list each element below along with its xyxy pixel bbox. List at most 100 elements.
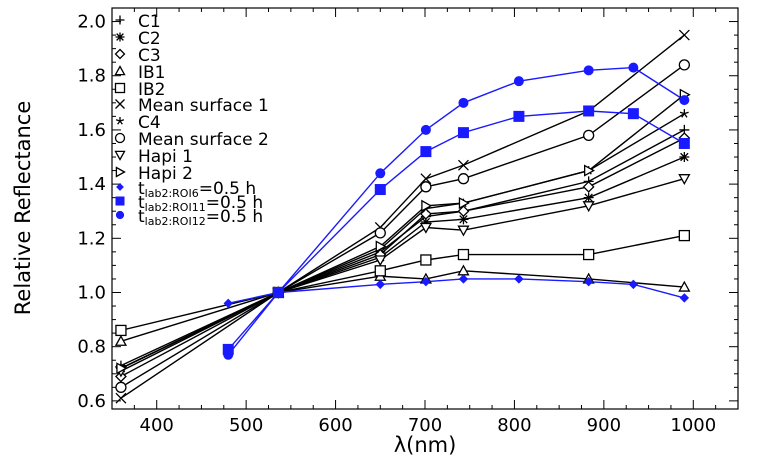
circle-marker (115, 381, 127, 393)
triangle-down-marker (114, 150, 126, 161)
x-tick-label: 500 (229, 415, 263, 436)
triangle-down-marker (582, 201, 595, 213)
legend-item: tlab2:ROI11=0.5 h (115, 193, 263, 214)
triangle-right-marker (458, 196, 470, 210)
filled-square-marker (513, 110, 525, 122)
data-point (375, 168, 386, 179)
legend-label-rest: =0.5 h (199, 179, 256, 199)
triangle-up-marker (114, 65, 126, 76)
data-point (678, 174, 691, 186)
filled-circle-marker (375, 168, 386, 179)
data-point (628, 279, 639, 290)
data-point (458, 274, 469, 284)
filled-diamond-marker (458, 274, 469, 284)
legend-item: IB1 (114, 63, 166, 83)
filled-diamond-marker (514, 274, 524, 284)
data-point (420, 181, 432, 193)
star-marker (115, 116, 125, 125)
legend-label-subscript: lab2:ROI12 (145, 215, 206, 228)
square-marker (457, 248, 470, 261)
data-point (223, 349, 234, 360)
data-point (582, 180, 595, 193)
filled-square-marker (420, 146, 432, 158)
triangle-up-marker (678, 280, 691, 292)
x-tick-label: 800 (497, 415, 531, 436)
legend-label: IB1 (138, 63, 166, 83)
data-point (375, 240, 387, 253)
x-marker (678, 29, 690, 41)
filled-circle-marker (628, 62, 639, 73)
data-point (458, 196, 470, 210)
data-point (583, 65, 594, 76)
data-point (457, 205, 470, 218)
data-point (457, 159, 469, 171)
data-point (627, 108, 639, 120)
asterisk-marker (679, 152, 690, 163)
data-point (115, 116, 125, 125)
filled-square-marker (678, 137, 690, 149)
data-point (116, 362, 128, 375)
data-point (420, 146, 432, 158)
square-marker (420, 254, 432, 266)
filled-circle-marker (273, 287, 284, 298)
star-marker (679, 109, 689, 118)
data-point (115, 324, 127, 337)
square-marker (114, 82, 126, 94)
data-point (458, 214, 469, 225)
data-point (114, 150, 126, 161)
y-tick-label: 1.2 (77, 228, 106, 249)
filled-circle-marker (458, 97, 469, 108)
legend-label-main: t (138, 179, 145, 199)
data-point (582, 201, 595, 213)
circle-marker (583, 129, 595, 141)
data-point (114, 334, 128, 346)
legend-label: Hapi 2 (138, 164, 193, 184)
circle-marker (374, 227, 386, 239)
filled-square-marker (115, 196, 125, 206)
asterisk-marker (115, 32, 125, 42)
filled-diamond-marker (679, 293, 690, 303)
data-point (678, 229, 690, 242)
legend-label-main: t (138, 207, 145, 227)
data-point (458, 97, 469, 108)
data-point (114, 48, 126, 60)
data-point (114, 132, 126, 144)
data-point (115, 381, 127, 393)
data-point (116, 183, 124, 191)
triangle-up-marker (457, 264, 470, 276)
data-point (273, 287, 284, 298)
legend-label-main: t (138, 193, 145, 213)
data-point (583, 129, 595, 141)
filled-diamond-marker (375, 279, 385, 290)
x-tick-label: 900 (587, 415, 621, 436)
legend-label: Hapi 1 (138, 147, 193, 167)
x-marker (115, 392, 127, 404)
x-marker (457, 159, 469, 171)
data-point (375, 279, 385, 290)
triangle-down-marker (374, 255, 387, 267)
legend-item: Hapi 2 (115, 164, 193, 184)
data-point (115, 392, 127, 404)
x-marker (115, 99, 125, 109)
axis-ticks: 400 500 600 700 800 900 1000 0.6 0.8 1.0 1.2 1.4 1.6… (77, 8, 739, 436)
data-point (457, 248, 470, 261)
filled-circle-marker (513, 76, 524, 87)
data-point (583, 105, 595, 117)
square-marker (374, 265, 386, 277)
legend-label: C4 (138, 113, 161, 133)
y-tick-label: 1.8 (77, 66, 106, 87)
legend-label: IB2 (138, 80, 166, 100)
filled-diamond-marker (421, 276, 431, 287)
triangle-down-marker (419, 222, 432, 234)
data-point (420, 124, 431, 135)
legend-item: Mean surface 2 (114, 130, 269, 150)
data-point (679, 95, 690, 106)
filled-circle-marker (223, 349, 234, 360)
data-point (628, 62, 639, 73)
data-point (115, 166, 126, 178)
legend-item: C4 (115, 113, 161, 133)
data-point (457, 127, 469, 139)
data-point (514, 274, 524, 284)
data-point (679, 293, 690, 303)
